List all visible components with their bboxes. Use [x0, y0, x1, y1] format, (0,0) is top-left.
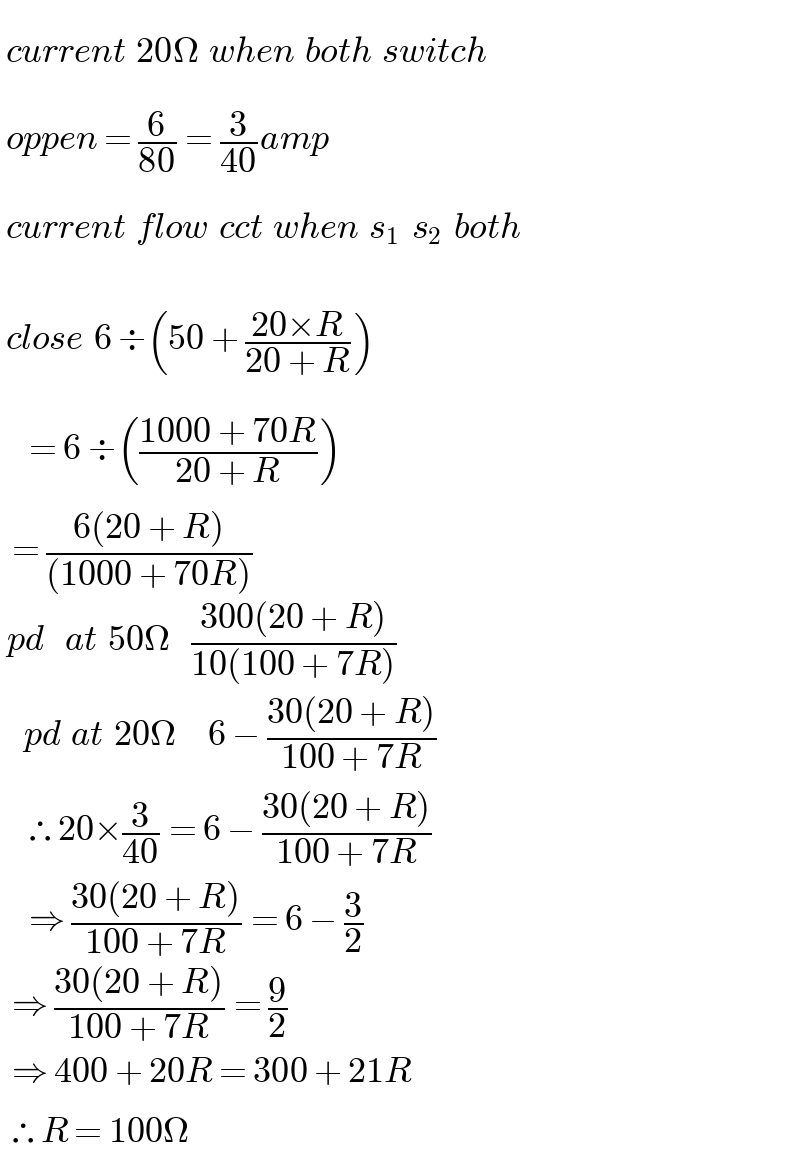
Text: $\Rightarrow\dfrac{30(20+R)}{100+7R}=6-\dfrac{3}{2}$: $\Rightarrow\dfrac{30(20+R)}{100+7R}=6-\…: [22, 880, 363, 960]
Text: $\Rightarrow\dfrac{30(20+R)}{100+7R}=\dfrac{9}{2}$: $\Rightarrow\dfrac{30(20+R)}{100+7R}=\df…: [5, 964, 287, 1045]
Text: $\mathit{oppen}{=}\dfrac{6}{80}{=}\dfrac{3}{40}\mathit{amp}$: $\mathit{oppen}{=}\dfrac{6}{80}{=}\dfrac…: [5, 110, 330, 175]
Text: $\Rightarrow 400+20R=300+21R$: $\Rightarrow 400+20R=300+21R$: [5, 1055, 414, 1089]
Text: $\mathit{current\ 20\Omega\ when\ both\ switch}$: $\mathit{current\ 20\Omega\ when\ both\ …: [5, 35, 487, 69]
Text: $=\dfrac{6(20+R)}{(1000+70R)}$: $=\dfrac{6(20+R)}{(1000+70R)}$: [5, 510, 252, 597]
Text: $\mathit{close}\ 6\div\!\left(50+\dfrac{20{\times}R}{20+R}\right)$: $\mathit{close}\ 6\div\!\left(50+\dfrac{…: [5, 310, 370, 379]
Text: $\therefore R=100\Omega$: $\therefore R=100\Omega$: [5, 1116, 189, 1149]
Text: $\therefore 20{\times}\dfrac{3}{40}=6-\dfrac{30(20+R)}{100+7R}$: $\therefore 20{\times}\dfrac{3}{40}=6-\d…: [22, 790, 432, 869]
Text: $\mathit{pd\ \ at\ 50\Omega}\ \ \dfrac{300(20+R)}{10(100+7R)}$: $\mathit{pd\ \ at\ 50\Omega}\ \ \dfrac{3…: [5, 600, 397, 687]
Text: $\mathit{pd\ at\ 20\Omega}\quad 6-\dfrac{30(20+R)}{100+7R}$: $\mathit{pd\ at\ 20\Omega}\quad 6-\dfrac…: [22, 695, 437, 774]
Text: $\mathit{current\ flow\ cct\ when\ }s_1\ s_2\ \mathit{both}$: $\mathit{current\ flow\ cct\ when\ }s_1\…: [5, 210, 522, 248]
Text: $=6\div\!\left(\dfrac{1000+70R}{20+R}\right)$: $=6\div\!\left(\dfrac{1000+70R}{20+R}\ri…: [22, 415, 337, 487]
